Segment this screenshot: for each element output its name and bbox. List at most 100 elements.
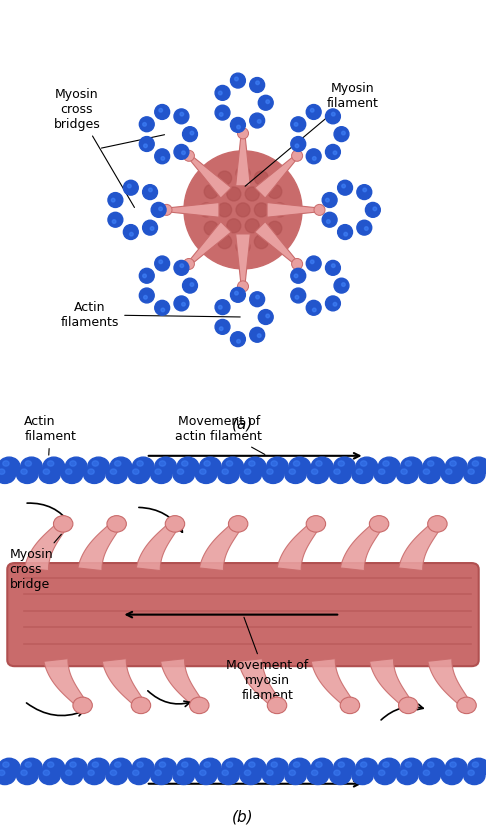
Circle shape [365, 202, 381, 217]
Circle shape [249, 762, 255, 767]
Circle shape [159, 207, 162, 210]
Circle shape [334, 457, 355, 475]
Circle shape [218, 305, 222, 309]
Circle shape [200, 469, 206, 474]
Circle shape [446, 770, 452, 775]
Circle shape [190, 697, 209, 714]
Circle shape [182, 151, 185, 154]
Polygon shape [78, 521, 121, 571]
Circle shape [306, 105, 321, 120]
Circle shape [267, 697, 287, 714]
Circle shape [267, 770, 273, 775]
Circle shape [155, 256, 170, 271]
Circle shape [258, 96, 273, 111]
Circle shape [21, 457, 42, 475]
Circle shape [143, 144, 147, 148]
Circle shape [177, 469, 184, 474]
Circle shape [230, 287, 245, 302]
Circle shape [84, 465, 105, 483]
Circle shape [17, 465, 38, 483]
Polygon shape [24, 521, 68, 571]
Circle shape [268, 185, 282, 199]
Circle shape [3, 762, 9, 767]
Circle shape [200, 457, 221, 475]
Circle shape [70, 460, 76, 466]
Circle shape [142, 220, 157, 235]
Circle shape [218, 91, 222, 95]
Circle shape [182, 303, 185, 306]
Circle shape [312, 457, 333, 475]
Circle shape [405, 460, 412, 466]
Circle shape [342, 131, 345, 135]
Circle shape [133, 758, 154, 776]
Text: Movement of
actin filament: Movement of actin filament [175, 415, 265, 455]
Circle shape [326, 109, 340, 124]
Circle shape [226, 460, 233, 466]
Circle shape [219, 327, 223, 331]
Circle shape [291, 137, 306, 152]
Circle shape [361, 460, 367, 466]
Circle shape [66, 457, 87, 475]
Circle shape [397, 465, 418, 483]
Text: Actin
filaments: Actin filaments [61, 301, 240, 329]
Circle shape [161, 205, 172, 215]
Circle shape [88, 469, 94, 474]
Circle shape [352, 766, 373, 785]
Circle shape [215, 105, 230, 120]
Circle shape [0, 758, 20, 776]
Circle shape [39, 766, 60, 785]
Circle shape [180, 112, 184, 116]
Circle shape [115, 762, 121, 767]
Polygon shape [267, 202, 319, 217]
Circle shape [333, 151, 337, 154]
Circle shape [25, 762, 32, 767]
Circle shape [159, 260, 163, 264]
Circle shape [423, 469, 430, 474]
Circle shape [423, 457, 445, 475]
Circle shape [173, 766, 194, 785]
Polygon shape [44, 658, 87, 708]
Circle shape [428, 516, 447, 532]
Circle shape [222, 758, 243, 776]
Circle shape [155, 105, 170, 120]
Polygon shape [136, 521, 179, 571]
Circle shape [218, 766, 239, 785]
Circle shape [292, 150, 303, 161]
Circle shape [271, 460, 278, 466]
Circle shape [21, 758, 42, 776]
Circle shape [236, 239, 250, 253]
Circle shape [405, 762, 412, 767]
Circle shape [333, 303, 337, 306]
Circle shape [342, 184, 346, 188]
Circle shape [70, 762, 76, 767]
Circle shape [218, 234, 232, 248]
Circle shape [312, 758, 333, 776]
Circle shape [285, 465, 306, 483]
Circle shape [428, 460, 434, 466]
Circle shape [0, 770, 5, 775]
Circle shape [331, 264, 335, 267]
Circle shape [306, 256, 321, 271]
Circle shape [379, 457, 400, 475]
Circle shape [139, 268, 154, 283]
Circle shape [0, 465, 16, 483]
Circle shape [133, 457, 154, 475]
Circle shape [342, 283, 345, 286]
Circle shape [143, 123, 146, 126]
Circle shape [88, 770, 94, 775]
Circle shape [312, 308, 316, 312]
Circle shape [357, 185, 372, 200]
Circle shape [258, 120, 261, 123]
Circle shape [312, 469, 318, 474]
Circle shape [88, 457, 109, 475]
Circle shape [230, 117, 245, 132]
Circle shape [177, 770, 184, 775]
Circle shape [294, 762, 300, 767]
Circle shape [306, 148, 321, 163]
Circle shape [267, 469, 273, 474]
Text: Myosin
cross
bridges: Myosin cross bridges [53, 87, 135, 207]
Circle shape [374, 766, 396, 785]
Circle shape [314, 205, 325, 215]
Circle shape [254, 171, 268, 185]
Circle shape [238, 280, 248, 292]
